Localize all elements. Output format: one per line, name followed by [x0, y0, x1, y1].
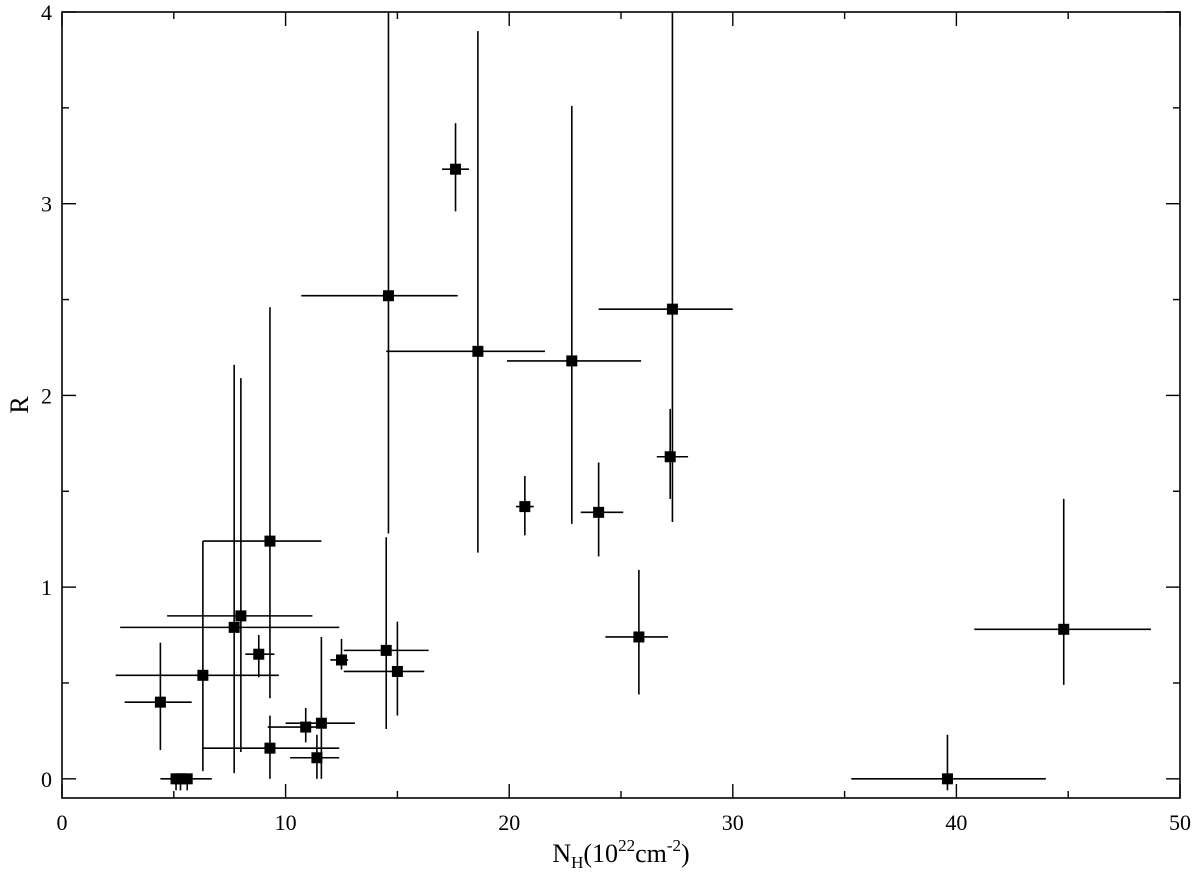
data-point-marker: [666, 303, 678, 315]
data-point-marker: [519, 501, 531, 513]
data-point-marker: [941, 773, 953, 785]
data-point-marker: [391, 665, 403, 677]
axis-ticks: [61, 11, 1181, 798]
data-point-marker: [154, 696, 166, 708]
x-tick-label: 30: [722, 810, 744, 835]
data-point-marker: [593, 506, 605, 518]
data-point-marker: [336, 654, 347, 666]
data-point-marker: [264, 742, 276, 754]
data-point-marker: [472, 345, 484, 357]
data-point-marker: [315, 717, 327, 729]
y-tick-label: 1: [41, 575, 52, 600]
x-axis-label-superscript-2: -2: [667, 836, 681, 855]
axis-tick-labels: 0 10 20 30 40 50 0 1 2 3 4: [41, 0, 1191, 835]
data-point-marker: [566, 355, 578, 367]
data-point-marker: [311, 752, 323, 764]
x-axis-label-subscript: H: [571, 853, 583, 872]
x-tick-label: 0: [57, 810, 68, 835]
data-point-marker: [633, 631, 645, 643]
data-point-marker: [228, 621, 240, 633]
error-bars: [115, 12, 1151, 791]
x-tick-label: 10: [275, 810, 297, 835]
x-axis-label-unit: cm: [635, 839, 667, 868]
y-tick-label: 3: [41, 192, 52, 217]
x-axis-label-open: (10: [583, 839, 618, 868]
x-axis-label-superscript-1: 22: [618, 836, 635, 855]
data-markers: [154, 163, 1070, 785]
y-axis-label: R: [5, 396, 34, 414]
data-point-marker: [380, 644, 392, 656]
data-point-marker: [450, 163, 462, 175]
y-tick-label: 4: [41, 0, 52, 25]
y-tick-label: 2: [41, 383, 52, 408]
data-point-marker: [253, 648, 265, 660]
data-point-marker: [235, 610, 247, 622]
data-point-marker: [197, 669, 209, 681]
data-point-marker: [181, 773, 193, 785]
x-tick-label: 50: [1169, 810, 1191, 835]
x-axis-label-close: ): [681, 839, 690, 868]
data-point-marker: [1058, 623, 1070, 635]
x-tick-label: 40: [945, 810, 967, 835]
data-point-marker: [664, 451, 676, 463]
x-axis-label-base: N: [552, 839, 571, 868]
data-point-marker: [264, 535, 276, 547]
x-axis-label: NH(1022cm-2): [552, 836, 689, 872]
data-point-marker: [300, 721, 312, 733]
y-tick-label: 0: [41, 767, 52, 792]
data-point-marker: [382, 290, 394, 302]
plot-frame: [61, 11, 1181, 799]
data-point-marker: [175, 773, 187, 785]
x-tick-label: 20: [498, 810, 520, 835]
